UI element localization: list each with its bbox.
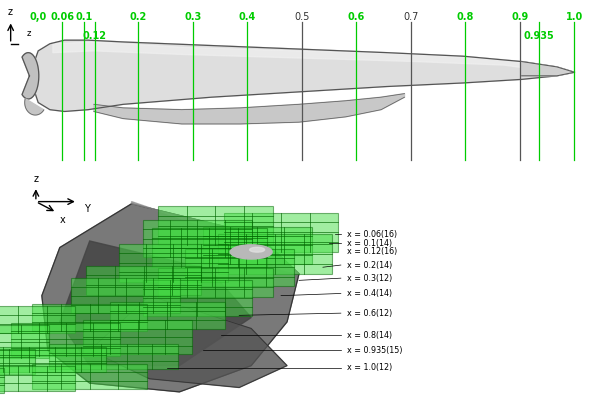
- Bar: [158, 206, 273, 245]
- Bar: [152, 228, 267, 267]
- Text: x = 0.6(12): x = 0.6(12): [347, 309, 392, 318]
- Text: x = 0.3(12): x = 0.3(12): [347, 274, 392, 283]
- Text: 0.2: 0.2: [130, 12, 147, 21]
- Bar: [0, 307, 75, 333]
- Text: 0.12: 0.12: [83, 31, 107, 41]
- Bar: [143, 220, 252, 258]
- Text: x = 0.1(14): x = 0.1(14): [347, 239, 392, 248]
- Bar: [11, 323, 120, 356]
- Text: 0.5: 0.5: [294, 12, 310, 21]
- Text: z: z: [8, 7, 13, 17]
- Text: x: x: [60, 215, 66, 225]
- Bar: [158, 268, 273, 297]
- Text: x = 0.935(15): x = 0.935(15): [347, 346, 402, 355]
- Bar: [218, 234, 332, 274]
- Text: 0.9: 0.9: [511, 12, 529, 21]
- Bar: [0, 369, 4, 394]
- Bar: [224, 213, 338, 252]
- Text: x = 0.2(14): x = 0.2(14): [347, 260, 392, 270]
- Polygon shape: [60, 241, 251, 366]
- Polygon shape: [25, 99, 44, 115]
- Bar: [49, 344, 178, 369]
- Bar: [32, 364, 147, 389]
- Text: x = 1.0(12): x = 1.0(12): [347, 363, 392, 372]
- Polygon shape: [94, 94, 404, 124]
- Text: 0.4: 0.4: [239, 12, 256, 21]
- Bar: [203, 227, 312, 264]
- Polygon shape: [132, 202, 299, 274]
- Bar: [0, 325, 48, 358]
- Text: 0.06: 0.06: [50, 12, 74, 21]
- Text: 0.7: 0.7: [403, 12, 419, 21]
- Text: 0,0: 0,0: [29, 12, 47, 21]
- Bar: [143, 280, 252, 315]
- Text: 0.6: 0.6: [348, 12, 365, 21]
- Bar: [185, 249, 294, 286]
- Polygon shape: [22, 53, 39, 99]
- Text: x = 0.06(16): x = 0.06(16): [347, 230, 397, 239]
- Bar: [86, 266, 201, 295]
- Polygon shape: [29, 40, 575, 111]
- Polygon shape: [521, 62, 575, 76]
- Text: 0.935: 0.935: [524, 31, 554, 41]
- Bar: [71, 278, 180, 313]
- Bar: [0, 366, 75, 391]
- Ellipse shape: [230, 245, 272, 259]
- Text: x = 0.8(14): x = 0.8(14): [347, 330, 392, 339]
- Ellipse shape: [250, 247, 264, 252]
- Text: x = 0.4(14): x = 0.4(14): [347, 289, 392, 298]
- Polygon shape: [42, 204, 299, 392]
- Ellipse shape: [233, 250, 257, 258]
- Polygon shape: [53, 42, 557, 72]
- Text: Y: Y: [84, 204, 90, 214]
- Text: 0.1: 0.1: [75, 12, 93, 21]
- Text: z: z: [26, 30, 31, 38]
- Polygon shape: [90, 296, 287, 388]
- Text: 0.8: 0.8: [457, 12, 474, 21]
- Bar: [0, 347, 106, 372]
- Text: 1.0: 1.0: [566, 12, 583, 21]
- Bar: [83, 320, 192, 354]
- Text: x = 0.12(16): x = 0.12(16): [347, 247, 397, 256]
- Bar: [0, 349, 35, 374]
- Bar: [119, 244, 228, 281]
- Bar: [110, 302, 225, 328]
- Text: 0.3: 0.3: [184, 12, 202, 21]
- Polygon shape: [29, 40, 575, 111]
- Text: z: z: [33, 174, 38, 184]
- Bar: [32, 304, 147, 331]
